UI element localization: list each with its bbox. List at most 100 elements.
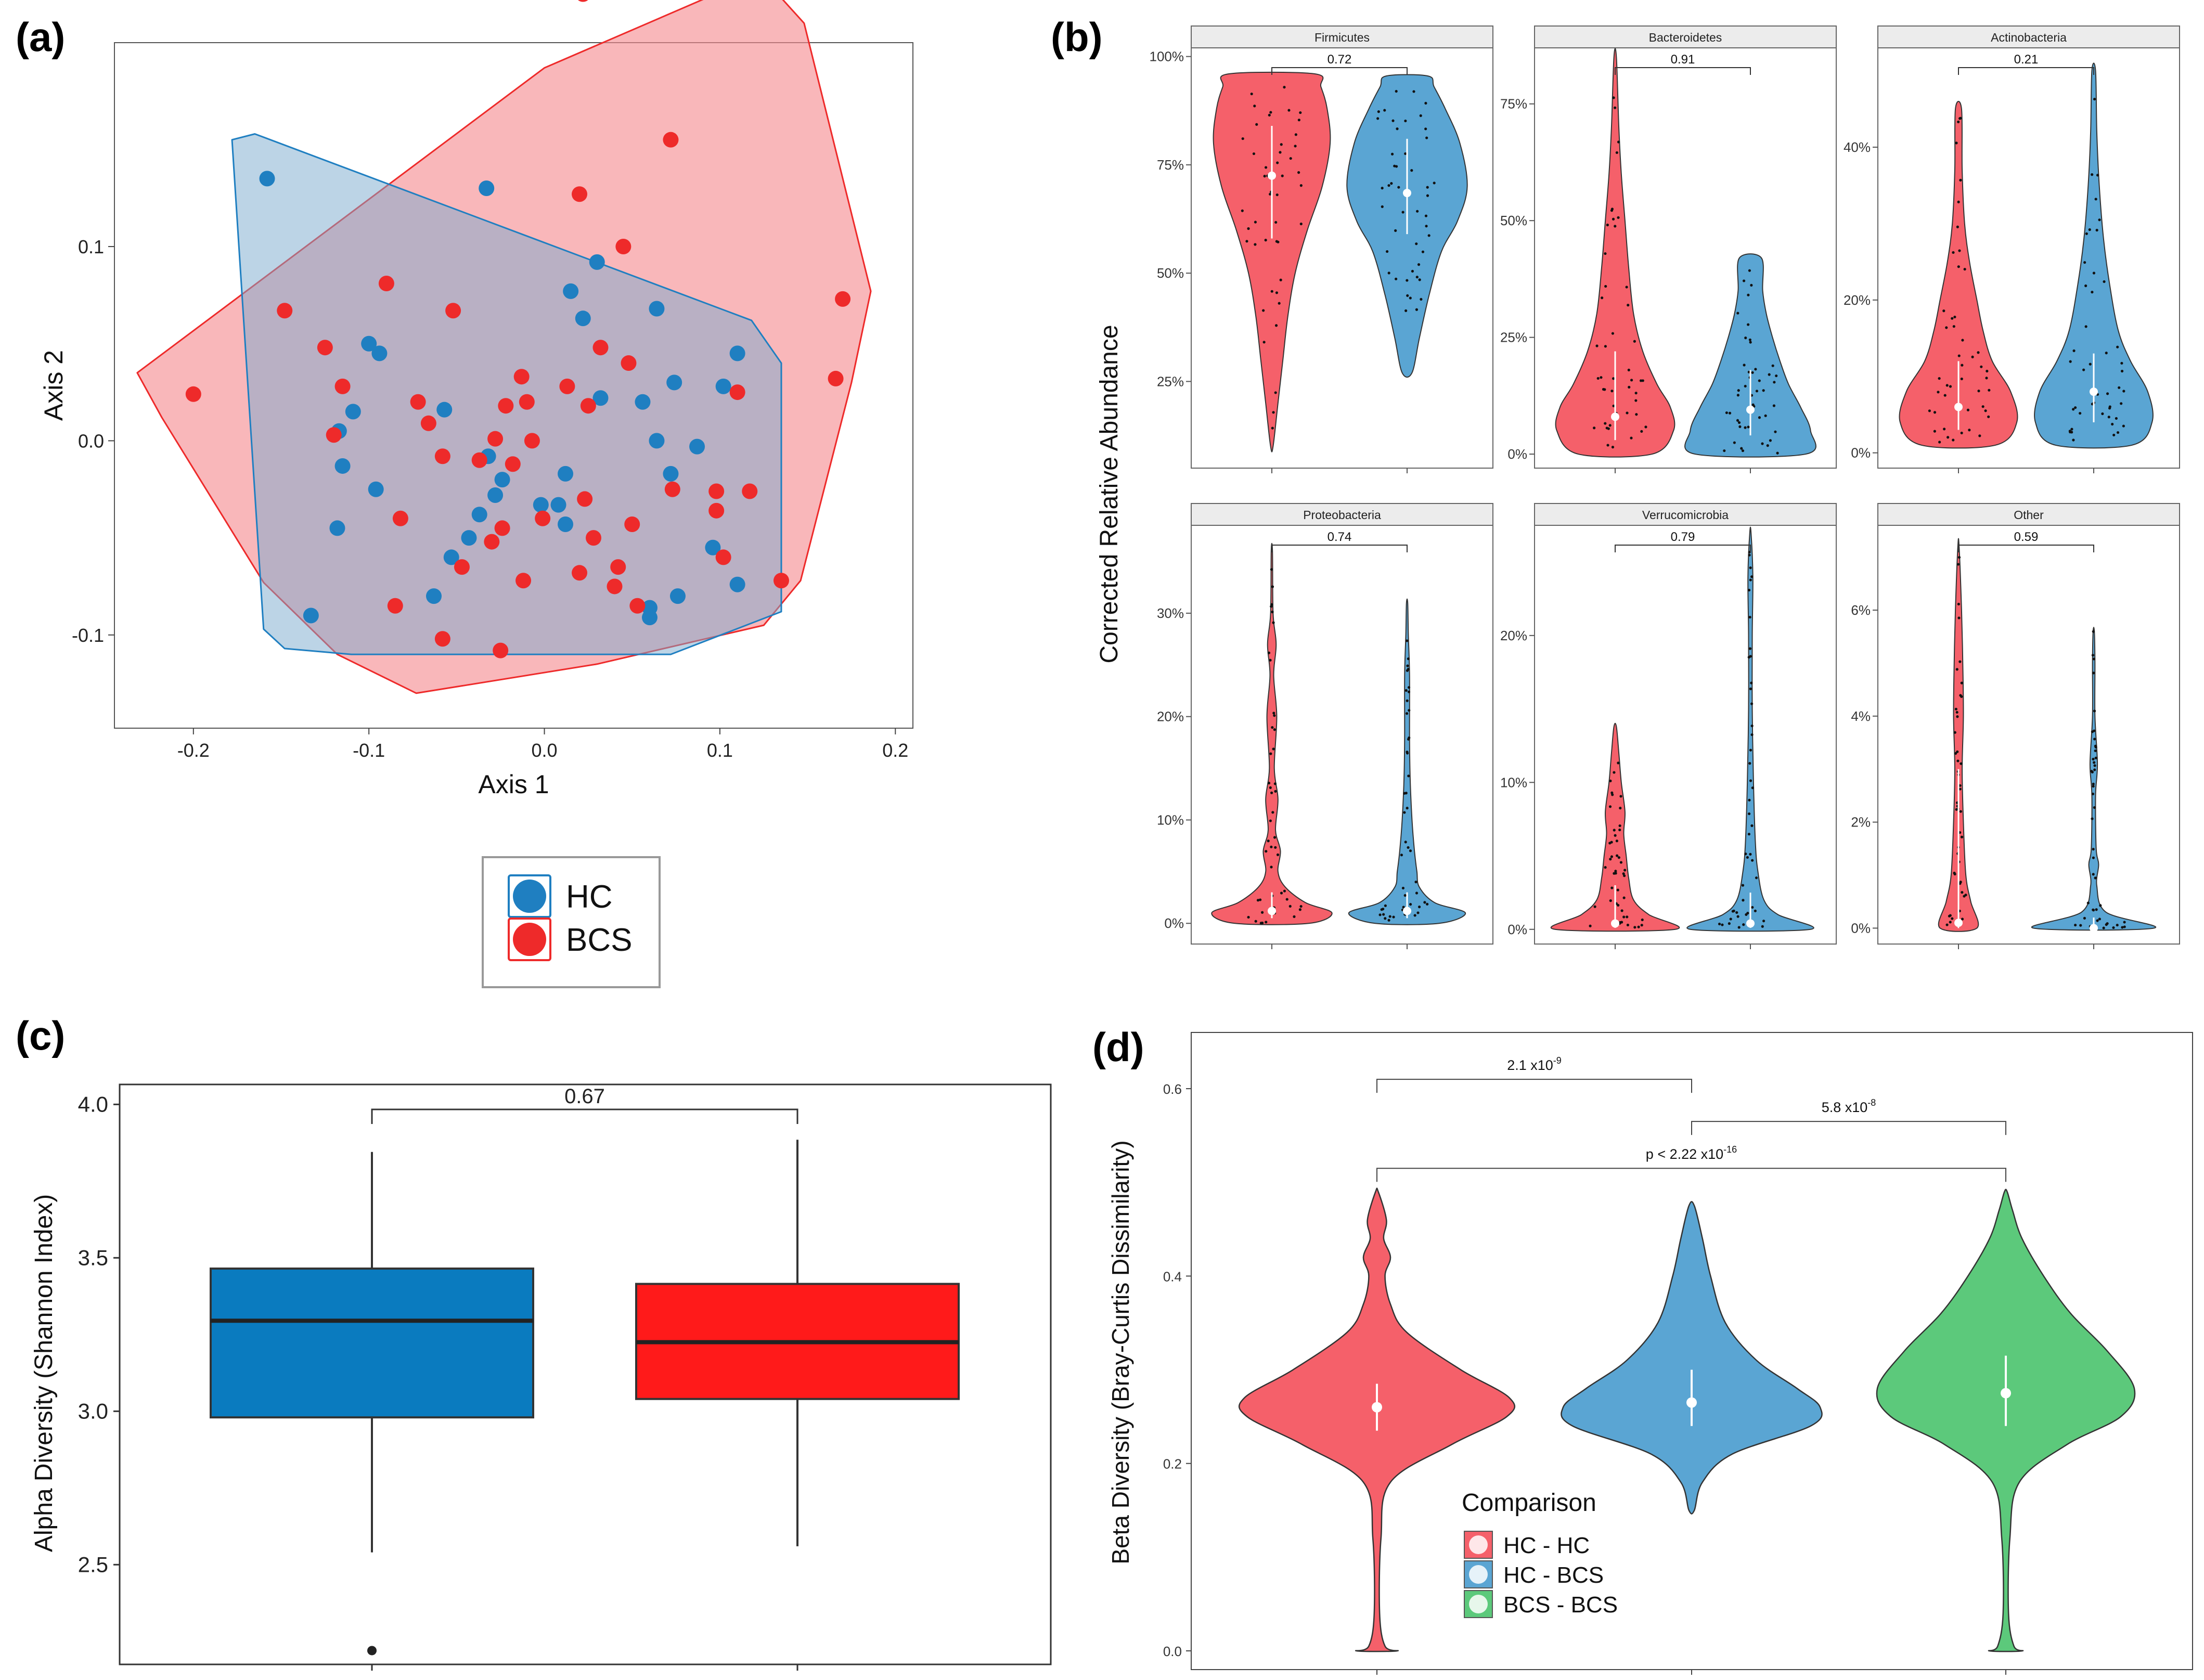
bcs-point bbox=[607, 578, 623, 595]
sample-dot bbox=[1959, 694, 1962, 697]
panel-a-label: (a) bbox=[16, 14, 65, 60]
sample-dot bbox=[1285, 898, 1288, 901]
sample-dot bbox=[1617, 140, 1620, 144]
sample-dot bbox=[1299, 222, 1303, 226]
sample-dot bbox=[1961, 917, 1964, 921]
sample-dot bbox=[1410, 169, 1413, 172]
y-tick-label: 50% bbox=[1500, 213, 1527, 228]
sample-dot bbox=[1960, 835, 1964, 838]
sample-dot bbox=[1942, 309, 1945, 313]
sample-dot bbox=[2121, 926, 2124, 929]
sample-dot bbox=[1406, 807, 1409, 810]
bcs-point bbox=[185, 386, 201, 402]
sample-dot bbox=[1951, 917, 1954, 920]
sample-dot bbox=[1766, 444, 1769, 447]
bcs-point bbox=[277, 303, 293, 319]
sample-dot bbox=[1635, 413, 1638, 416]
sample-dot bbox=[2079, 924, 2082, 927]
sample-dot bbox=[1742, 899, 1745, 902]
sample-dot bbox=[1610, 209, 1614, 212]
bcs-point bbox=[586, 530, 601, 546]
y-tick-label: 20% bbox=[1157, 709, 1184, 725]
sample-dot bbox=[1747, 425, 1750, 429]
bcs-point bbox=[629, 598, 646, 614]
sample-dot bbox=[1755, 390, 1759, 393]
hc-point bbox=[550, 497, 566, 513]
sample-dot bbox=[1298, 908, 1301, 911]
bcs-point bbox=[334, 378, 351, 394]
median-marker bbox=[1954, 403, 1963, 411]
facet-verrucomicrobia: Verrucomicrobia 0% 10% 20% 0.79 bbox=[1500, 503, 1837, 949]
bcs-point bbox=[515, 573, 532, 589]
median-marker bbox=[1268, 907, 1276, 915]
hc-hull bbox=[231, 133, 782, 655]
sample-dot bbox=[1275, 193, 1279, 197]
sample-dot bbox=[1273, 714, 1276, 717]
sample-dot bbox=[1762, 920, 1765, 923]
sample-dot bbox=[1961, 364, 1964, 367]
sample-dot bbox=[1417, 906, 1421, 909]
sample-dot bbox=[1604, 285, 1607, 288]
sample-dot bbox=[2092, 757, 2095, 761]
sample-dot bbox=[2096, 919, 2099, 922]
p-value-label: 0.74 bbox=[1327, 530, 1352, 544]
sample-dot bbox=[1968, 429, 1971, 432]
sample-dot bbox=[1407, 657, 1410, 661]
sample-dot bbox=[1960, 762, 1963, 765]
outlier-point bbox=[367, 1646, 377, 1656]
sample-dot bbox=[2096, 174, 2099, 177]
sample-dot bbox=[2083, 916, 2086, 920]
facet-frame bbox=[1877, 525, 2180, 945]
sample-dot bbox=[1269, 111, 1272, 114]
bcs-point bbox=[577, 0, 588, 2]
sample-dot bbox=[1955, 668, 1958, 671]
sample-dot bbox=[1977, 390, 1980, 393]
sample-dot bbox=[1269, 192, 1272, 196]
y-tick-label: 25% bbox=[1157, 373, 1184, 389]
sample-dot bbox=[1272, 712, 1275, 715]
x-axis-title: Axis 1 bbox=[478, 770, 549, 799]
y-tick-label: 4% bbox=[1851, 708, 1871, 724]
sample-dot bbox=[2089, 363, 2092, 366]
sample-dot bbox=[1272, 411, 1275, 414]
sample-dot bbox=[1737, 926, 1741, 929]
sample-dot bbox=[1413, 914, 1416, 917]
sample-dot bbox=[1297, 171, 1300, 174]
bcs-point bbox=[742, 483, 758, 499]
sample-dot bbox=[1241, 137, 1244, 140]
sample-dot bbox=[1279, 151, 1282, 154]
sample-dot bbox=[2093, 729, 2096, 732]
sample-dot bbox=[2120, 402, 2123, 405]
significance-bracket bbox=[1271, 67, 1408, 75]
sample-dot bbox=[1630, 436, 1633, 440]
bcs-point bbox=[519, 394, 535, 410]
sample-dot bbox=[1606, 444, 1609, 447]
sample-dot bbox=[1953, 315, 1956, 319]
bcs-point bbox=[434, 448, 450, 464]
sample-dot bbox=[1963, 267, 1966, 271]
sample-dot bbox=[1276, 161, 1279, 164]
sample-dot bbox=[1723, 449, 1726, 453]
sample-dot bbox=[1283, 86, 1286, 89]
bcs-point bbox=[524, 433, 540, 449]
sample-dot bbox=[1259, 898, 1262, 901]
sample-dot bbox=[1617, 856, 1620, 859]
sample-dot bbox=[1253, 105, 1256, 108]
sample-dot bbox=[1407, 738, 1410, 741]
sample-dot bbox=[1254, 920, 1257, 923]
facet-title: Proteobacteria bbox=[1303, 508, 1381, 522]
sample-dot bbox=[1640, 924, 1643, 927]
sample-dot bbox=[2092, 909, 2095, 912]
facet-frame bbox=[1534, 525, 1837, 945]
sample-dot bbox=[1773, 381, 1776, 384]
sample-dot bbox=[1424, 101, 1427, 105]
panel-b-label: (b) bbox=[1051, 14, 1103, 60]
sample-dot bbox=[1267, 839, 1270, 843]
sample-dot bbox=[1271, 811, 1274, 814]
bcs-point bbox=[494, 520, 510, 536]
sample-dot bbox=[1628, 385, 1631, 389]
sample-dot bbox=[1289, 157, 1292, 160]
sample-dot bbox=[1606, 223, 1609, 227]
median-marker bbox=[2090, 387, 2098, 396]
